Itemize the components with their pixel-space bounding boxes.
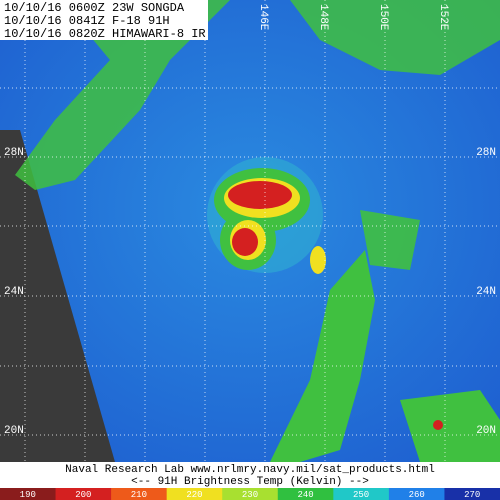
colorbar-label: 250: [353, 490, 369, 500]
lon-label: 148E: [317, 4, 329, 31]
colorbar-swatch: [55, 488, 112, 500]
lat-label: 24N: [476, 286, 496, 298]
colorbar-label: 220: [186, 490, 202, 500]
colorbar-swatch: [388, 488, 445, 500]
lat-label: 20N: [476, 425, 496, 437]
legend-title: <-- 91H Brightness Temp (Kelvin) -->: [131, 476, 369, 488]
colorbar-label: 210: [131, 490, 147, 500]
footer-box: [0, 462, 500, 488]
lat-label: 20N: [4, 425, 24, 437]
colorbar-label: 190: [20, 490, 36, 500]
colorbar-swatch: [111, 488, 168, 500]
colorbar-swatch: [277, 488, 334, 500]
colorbar-swatch: [0, 488, 57, 500]
colorbar-label: 240: [297, 490, 313, 500]
colorbar-label: 260: [409, 490, 425, 500]
lon-label: 146E: [257, 4, 269, 31]
header-box: [0, 0, 208, 40]
colorbar-swatch: [333, 488, 390, 500]
colorbar-label: 230: [242, 490, 258, 500]
grid: [0, 0, 500, 462]
header-line: 10/10/16 0820Z HIMAWARI-8 IR: [4, 27, 206, 41]
geo-labels: 28N 28N 24N 24N 20N 20N 146E 148E 150E 152E: [4, 4, 496, 437]
colorbar: 190 200 210 220 230 240 250 260 270: [0, 488, 500, 500]
imagery: [0, 0, 500, 462]
lon-label: 150E: [377, 4, 389, 31]
lat-label: 24N: [4, 286, 24, 298]
colorbar-swatch: [444, 488, 500, 500]
lat-label: 28N: [4, 147, 24, 159]
colorbar-label: 270: [464, 490, 480, 500]
colorbar-swatch: [166, 488, 223, 500]
header-line: 10/10/16 0600Z 23W SONGDA: [4, 1, 185, 15]
colorbar-label: 200: [75, 490, 91, 500]
credit: Naval Research Lab www.nrlmry.navy.mil/s…: [65, 464, 435, 476]
colorbar-swatch: [222, 488, 279, 500]
lat-label: 28N: [476, 147, 496, 159]
header-line: 10/10/16 0841Z F-18 91H: [4, 14, 170, 28]
lon-label: 152E: [437, 4, 449, 31]
